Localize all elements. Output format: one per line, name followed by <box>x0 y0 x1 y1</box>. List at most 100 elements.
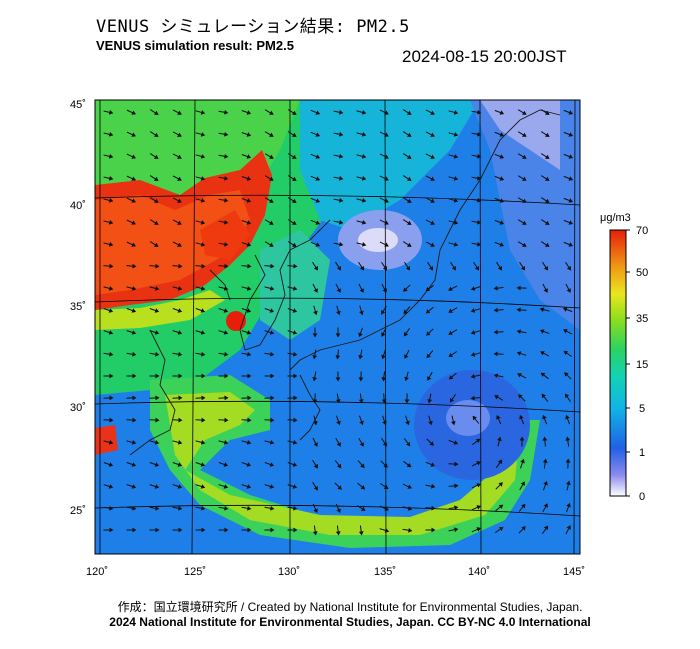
wind-arrow-head <box>542 414 547 420</box>
wind-arrow-head <box>359 442 364 447</box>
wind-arrow-head <box>384 506 390 511</box>
wind-arrow-head <box>200 462 206 467</box>
wind-arrow-head <box>475 438 481 444</box>
wind-arrow-head <box>454 461 459 467</box>
wind-arrow-head <box>178 373 183 379</box>
wind-arrow-head <box>292 286 298 291</box>
wind-arrow-head <box>315 110 321 115</box>
wind-arrow-head <box>269 330 275 335</box>
wind-arrow-head <box>177 462 183 467</box>
wind-arrow-head <box>426 353 431 359</box>
wind-arrow-head <box>407 506 413 511</box>
wind-arrow-head <box>521 176 527 181</box>
wind-arrow-head <box>154 462 160 467</box>
wind-arrow-head <box>224 505 229 511</box>
wind-arrow-head <box>545 132 550 137</box>
wind-arrow-head <box>177 330 183 335</box>
wind-arrow-head <box>425 309 431 314</box>
wind-arrow-head <box>270 373 275 379</box>
colorbar-label-70: 70 <box>636 225 648 237</box>
wind-arrow-head <box>520 458 525 464</box>
wind-arrow-head <box>519 436 525 441</box>
wind-arrow-head <box>405 265 411 271</box>
wind-arrow-head <box>568 198 574 203</box>
wind-arrow-head <box>313 486 318 491</box>
wind-arrows <box>103 109 574 536</box>
wind-arrow-head <box>430 132 435 137</box>
wind-arrow-head <box>427 399 433 404</box>
wind-arrow-head <box>246 330 252 335</box>
wind-arrow-head <box>430 176 435 181</box>
wind-arrow-head <box>403 331 409 337</box>
wind-arrow-head <box>247 395 252 401</box>
wind-arrow-head <box>407 220 412 225</box>
wind-arrow-head <box>154 198 159 203</box>
wind-arrow-head <box>493 285 498 291</box>
wind-arrow-head <box>131 198 137 203</box>
wind-arrow-head <box>493 351 498 357</box>
wind-arrow-head <box>131 132 137 137</box>
wind-arrow-head <box>545 198 550 203</box>
wind-arrow-head <box>200 242 206 247</box>
wind-arrow-head <box>131 440 137 445</box>
wind-arrow-head <box>516 329 521 335</box>
wind-arrow-head <box>545 154 550 159</box>
wind-arrow-head <box>269 308 275 313</box>
wind-arrow-head <box>292 110 297 115</box>
wind-arrow-head <box>200 154 206 159</box>
wind-arrow-head <box>269 462 275 467</box>
wind-arrow-head <box>109 505 114 511</box>
wind-arrow-head <box>270 505 275 511</box>
wind-arrow-head <box>178 351 183 357</box>
wind-arrow-head <box>336 442 341 447</box>
wind-arrow-head <box>177 242 182 247</box>
wind-arrow-head <box>154 154 159 159</box>
wind-arrow-head <box>470 395 475 401</box>
wind-arrow-head <box>292 308 298 313</box>
wind-arrow-head <box>108 220 114 225</box>
wind-arrow-head <box>269 242 274 247</box>
wind-arrow-head <box>451 265 457 271</box>
wind-arrow-head <box>201 373 206 379</box>
wind-arrow-head <box>477 153 482 159</box>
wind-arrow-head <box>315 132 321 137</box>
coastlines <box>129 109 561 456</box>
wind-arrow-head <box>201 351 206 357</box>
wind-arrow-head <box>361 220 367 225</box>
wind-arrow-head <box>404 376 409 382</box>
wind-arrow-head <box>407 110 412 115</box>
wind-arrow-head <box>339 197 344 203</box>
wind-arrow-head <box>477 219 482 225</box>
wind-arrow-head <box>539 307 545 312</box>
wind-arrow-head <box>453 176 459 181</box>
wind-arrow-head <box>270 395 275 401</box>
wind-arrow-head <box>520 265 526 271</box>
wind-arrow-head <box>108 154 114 159</box>
wind-arrow-head <box>566 265 572 271</box>
wind-arrow-head <box>430 483 436 489</box>
wind-arrow-head <box>426 331 431 336</box>
wind-arrow-head <box>498 482 503 487</box>
wind-arrow-head <box>407 484 413 489</box>
wind-arrow-head <box>499 198 505 203</box>
wind-arrow-head <box>566 502 571 508</box>
wind-arrow-head <box>312 355 318 360</box>
wind-arrow-head <box>247 505 252 511</box>
wind-arrow-head <box>109 527 114 533</box>
wind-arrow-head <box>493 307 498 313</box>
wind-arrow-head <box>358 399 364 404</box>
wind-arrow-head <box>472 415 477 421</box>
wind-arrow-head <box>201 527 206 533</box>
wind-arrow-head <box>293 505 298 511</box>
wind-arrow-head <box>293 263 298 269</box>
wind-arrow-head <box>499 220 505 225</box>
wind-arrow-head <box>292 176 297 181</box>
concentration-field <box>95 100 580 554</box>
wind-arrow-head <box>497 436 502 442</box>
wind-arrow-head <box>382 265 388 271</box>
wind-arrow-head <box>568 242 574 247</box>
wind-arrow-head <box>543 265 549 271</box>
wind-arrow-head <box>131 220 137 225</box>
lon-label-135: 135˚ <box>374 566 396 578</box>
wind-arrow-head <box>292 462 298 467</box>
